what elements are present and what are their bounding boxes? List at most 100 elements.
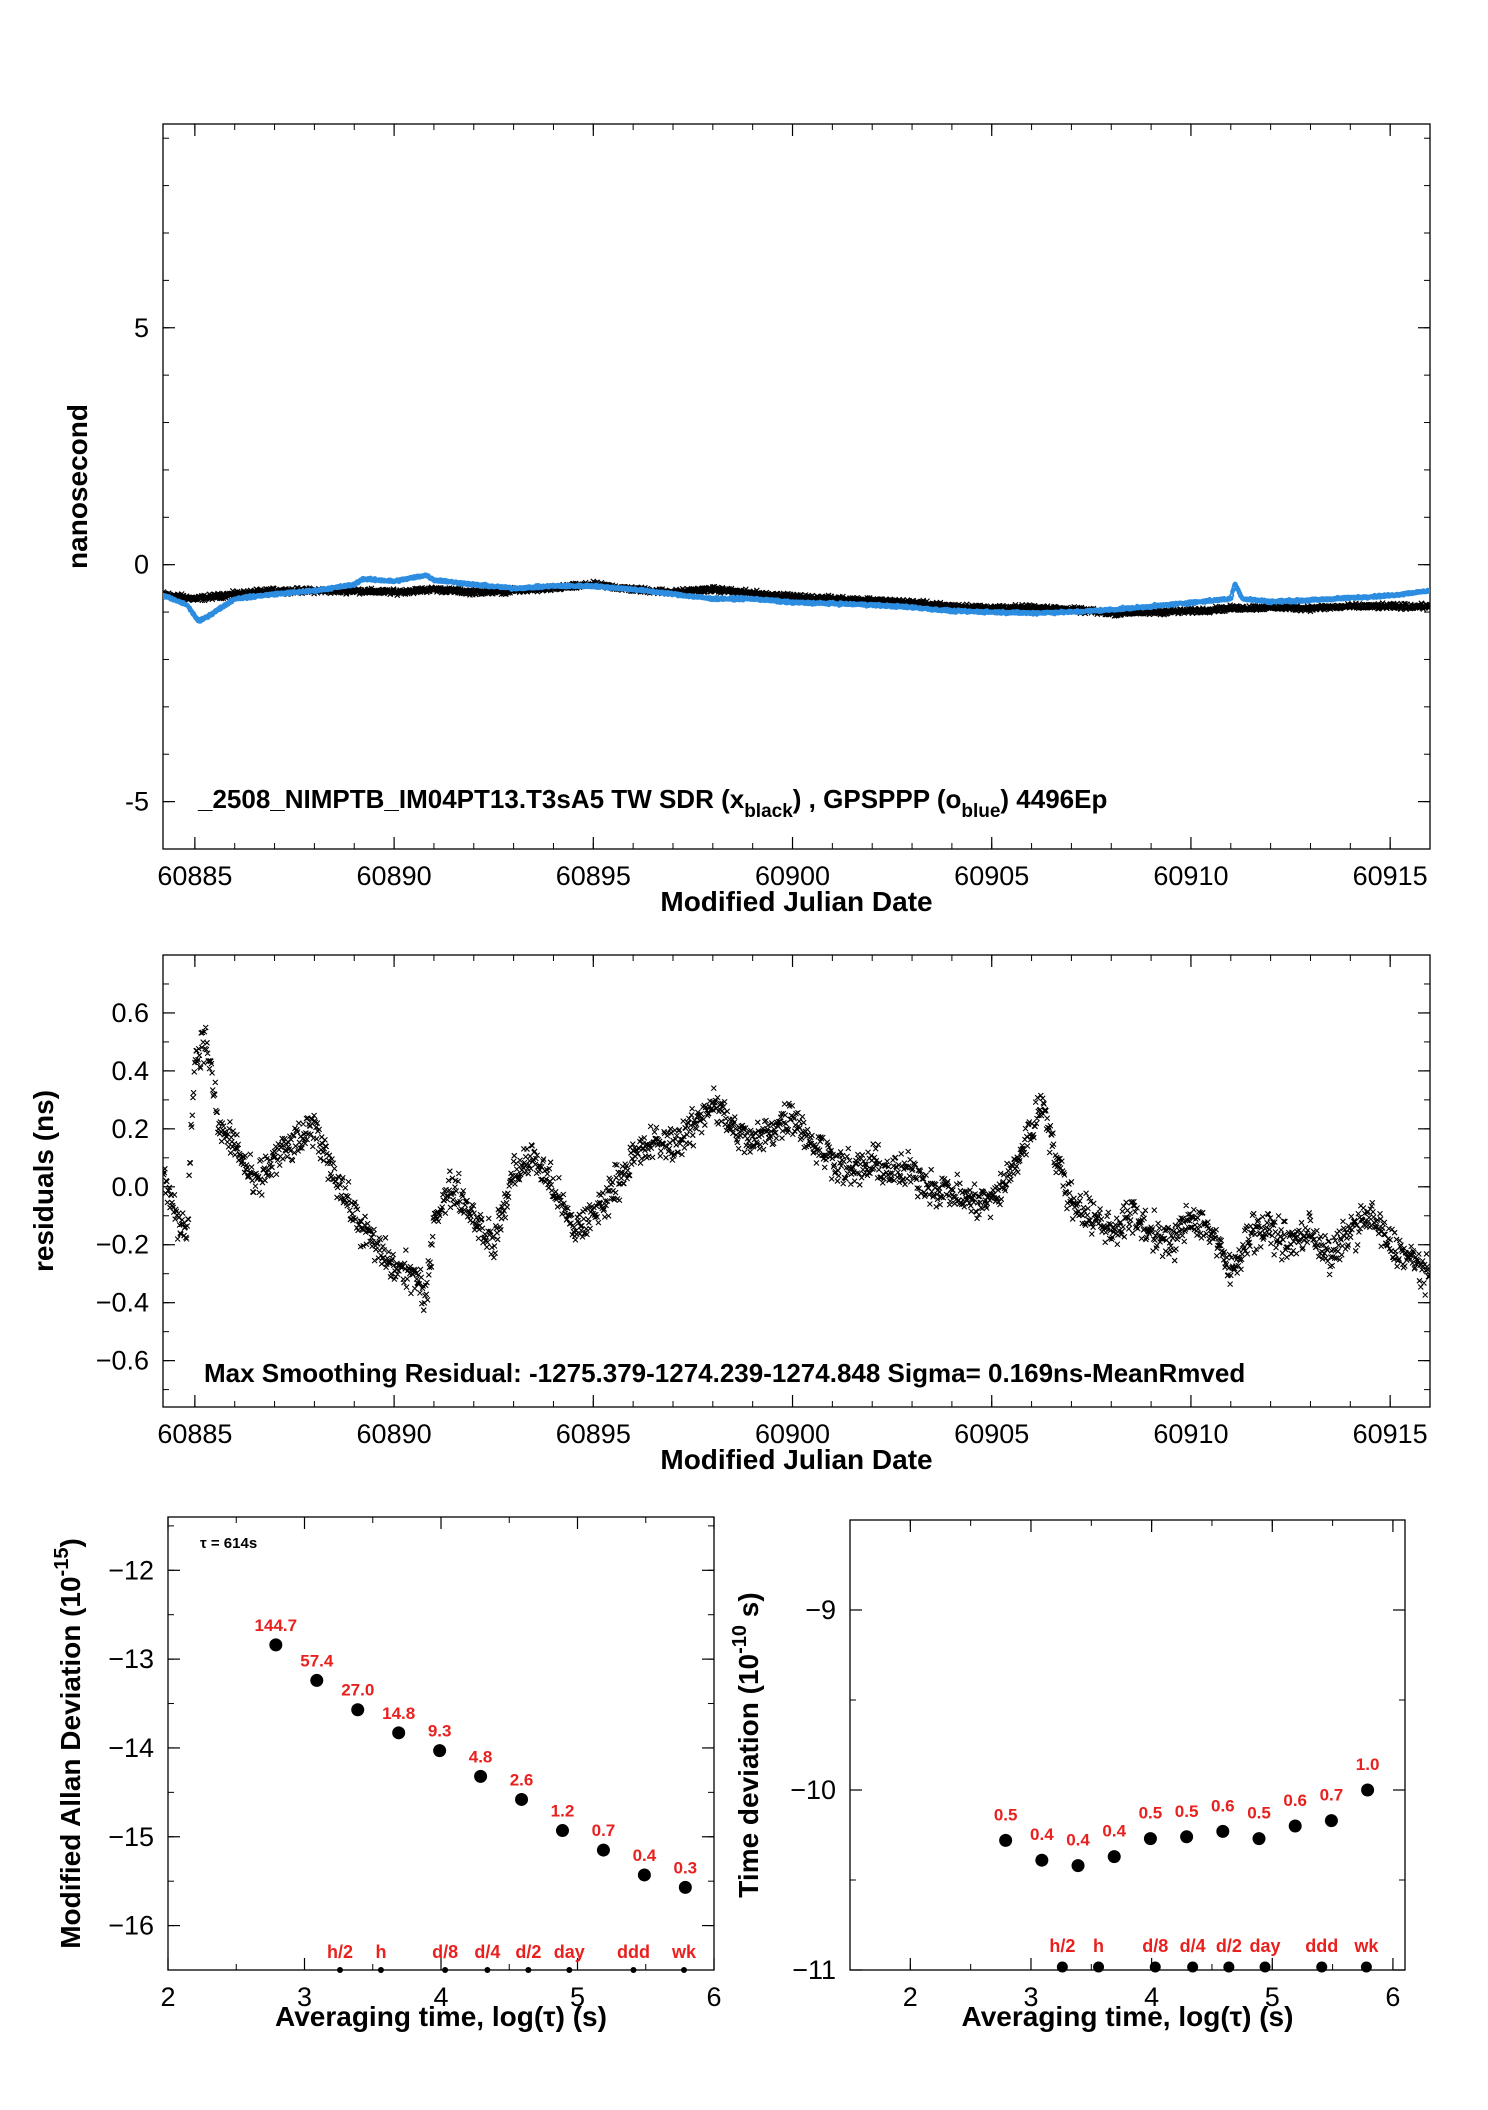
tau-marker (1093, 1961, 1105, 1973)
data-point (392, 1726, 406, 1740)
tau-marker (336, 1967, 343, 1973)
x-tick-label: 5 (1265, 1982, 1280, 2012)
y-axis-title: nanosecond (62, 404, 93, 569)
y-axis-title: residuals (ns) (28, 1090, 59, 1272)
y-tick-label: −16 (108, 1911, 154, 1941)
y-axis-title-main: residuals (ns) (28, 1090, 59, 1272)
tau-marker (377, 1967, 384, 1973)
y-tick-label: −0.6 (96, 1346, 149, 1376)
x-tick-label: 4 (1144, 1982, 1159, 2012)
data-point-label: 0.5 (1139, 1804, 1163, 1823)
tau-marker (484, 1967, 491, 1973)
x-tick-label: 2 (160, 1982, 175, 2012)
data-point-label: 0.6 (1283, 1791, 1307, 1810)
x-tick-label: 60890 (357, 861, 432, 891)
tau-marker (1223, 1961, 1235, 1973)
data-point (474, 1769, 488, 1783)
panel-annotation: _2508_NIMPTB_IM04PT13.T3sA5 TW SDR (xbla… (197, 784, 1107, 822)
x-axis-title: Modified Julian Date (660, 1444, 932, 1475)
annotation-sub-blue: blue (961, 801, 1000, 822)
data-point (1252, 1832, 1266, 1846)
x-tick-label: 60915 (1353, 1419, 1428, 1449)
data-point (678, 1880, 692, 1894)
x-axis-title: Modified Julian Date (660, 886, 932, 917)
y-axis-title-end: s) (733, 1592, 764, 1625)
tau-marker-label: d/8 (432, 1942, 458, 1962)
data-point-label: 0.4 (1066, 1831, 1090, 1850)
tau-marker-label: wk (1353, 1936, 1379, 1956)
tau-marker (1316, 1961, 1328, 1973)
data-point-label: 0.4 (1102, 1822, 1126, 1841)
tau-marker (1360, 1961, 1372, 1973)
tau-marker-label: day (554, 1942, 585, 1962)
annotation-end: ) 4496Ep (1000, 784, 1107, 814)
data-point-label: 1.0 (1356, 1755, 1380, 1774)
tau-marker (1149, 1961, 1161, 1973)
x-tick-label: 60890 (357, 1419, 432, 1449)
y-axis-title-end: ) (55, 1538, 86, 1547)
x-tick-label: 2 (903, 1982, 918, 2012)
tau-marker (525, 1967, 532, 1973)
y-tick-label: −9 (805, 1595, 836, 1625)
y-tick-label: −15 (108, 1822, 154, 1852)
panel-mdev-frame (167, 1516, 715, 1971)
tau-marker-label: h/2 (327, 1942, 353, 1962)
y-axis-title-main: Time deviation (10 (733, 1654, 764, 1898)
x-tick-label: 60905 (954, 861, 1029, 891)
tau-marker-label: wk (671, 1942, 697, 1962)
residual-annotation: Max Smoothing Residual: -1275.379-1274.2… (204, 1358, 1245, 1388)
data-point-label: 0.4 (633, 1846, 657, 1865)
y-tick-label: 0 (134, 550, 149, 580)
x-tick-label: 4 (433, 1982, 448, 2012)
y-tick-label: 0.0 (111, 1172, 149, 1202)
data-point (596, 1843, 610, 1857)
data-point-label: 57.4 (300, 1651, 334, 1670)
data-point-label: 2.6 (510, 1770, 534, 1789)
panel-mdev: 2 3 4 5 6 −16 −15 −14 −13 −12 Averaging time, log(… (51, 1516, 722, 2032)
x-tick-label: 60910 (1153, 861, 1228, 891)
data-point (1071, 1859, 1085, 1873)
y-tick-label: −0.4 (96, 1288, 149, 1318)
data-point-label: 0.7 (1320, 1786, 1344, 1805)
y-tick-label: −10 (790, 1775, 836, 1805)
data-point-label: 27.0 (341, 1681, 374, 1700)
panel-timeseries-frame (162, 123, 1431, 850)
tau-marker (680, 1967, 687, 1973)
data-point (310, 1673, 324, 1687)
plot-area (163, 1024, 1430, 1314)
panel-residuals: 60885 60890 60895 60900 60905 60910 60915 −0.6 −… (28, 954, 1431, 1475)
data-point (433, 1744, 447, 1758)
data-point (269, 1638, 283, 1652)
data-point-label: 0.7 (592, 1821, 616, 1840)
x-tick-label: 5 (570, 1982, 585, 2012)
data-point (351, 1703, 365, 1717)
panel-tdev: 2 3 4 5 6 −11 −10 −9 Averaging time, log(τ) (s) T… (729, 1519, 1406, 2032)
tau-marker (1056, 1961, 1068, 1973)
data-point (555, 1824, 569, 1838)
x-axis-title: Averaging time, log(τ) (s) (962, 2001, 1294, 2032)
y-tick-label: 5 (134, 313, 149, 343)
tau-marker-label: ddd (1305, 1936, 1338, 1956)
x-tick-label: 60885 (157, 861, 232, 891)
x-tick-label: 60895 (556, 861, 631, 891)
tau-marker-label: h/2 (1049, 1936, 1075, 1956)
tau-marker (630, 1967, 637, 1973)
x-axis-title: Averaging time, log(τ) (s) (275, 2001, 607, 2032)
tau-annotation: τ = 614s (200, 1535, 257, 1552)
tau-marker-label: ddd (617, 1942, 650, 1962)
data-point (1361, 1783, 1375, 1797)
x-tick-label: 60895 (556, 1419, 631, 1449)
y-tick-label: −0.2 (96, 1230, 149, 1260)
y-axis-title: Time deviation (10-10 s) (729, 1592, 764, 1897)
data-point-label: 1.2 (551, 1802, 575, 1821)
series-residual-markers (163, 1024, 1430, 1314)
x-tick-label: 6 (1385, 1982, 1400, 2012)
tau-marker-label: h (375, 1942, 386, 1962)
y-axis-title-sup: -10 (729, 1625, 751, 1654)
data-point-label: 4.8 (469, 1747, 493, 1766)
data-point-label: 0.6 (1211, 1796, 1235, 1815)
data-point (637, 1868, 651, 1882)
data-point (999, 1833, 1013, 1847)
